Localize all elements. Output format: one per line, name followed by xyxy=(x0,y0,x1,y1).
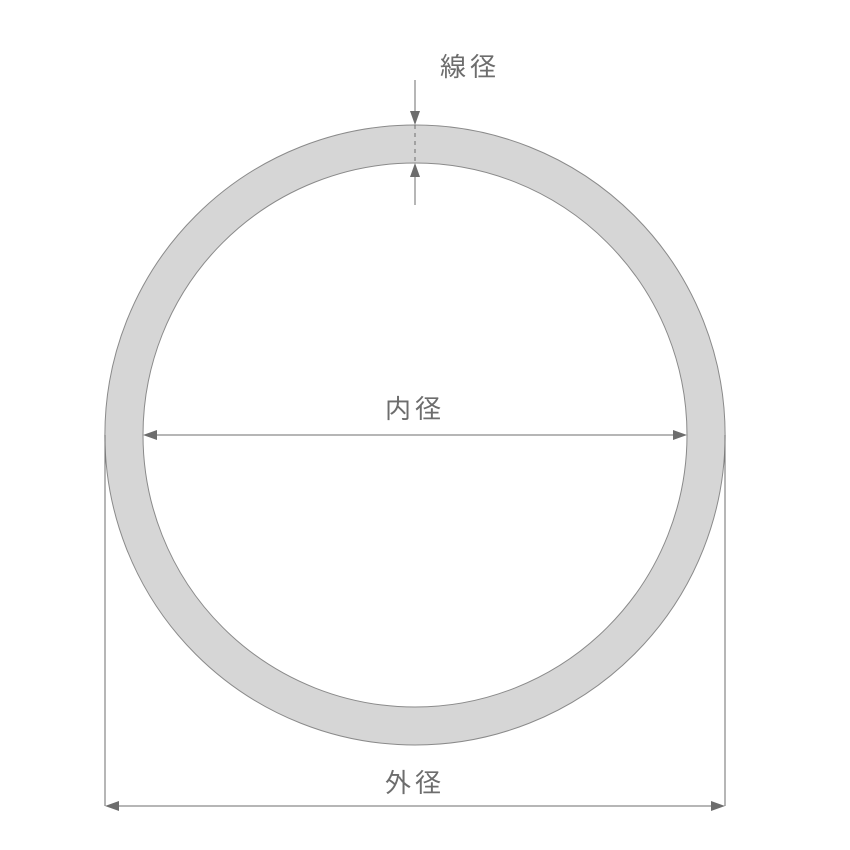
inner-diameter-label: 内径 xyxy=(385,389,445,426)
outer-diameter-label: 外径 xyxy=(385,763,445,800)
wire-diameter-label: 線径 xyxy=(440,47,500,84)
ring-dimension-diagram: 線径内径外径 xyxy=(0,0,850,850)
